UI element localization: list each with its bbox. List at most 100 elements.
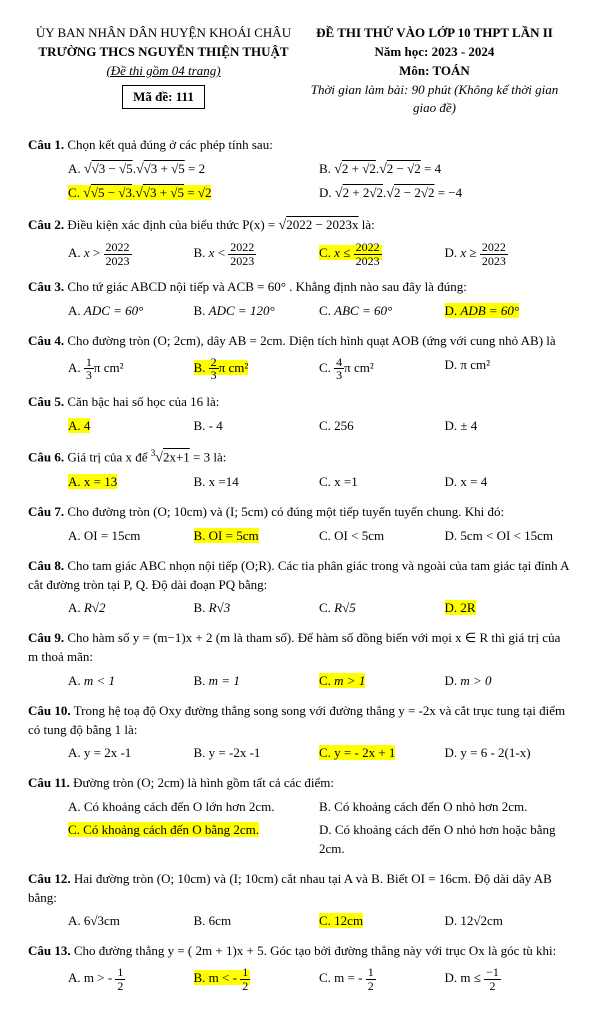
- q5: Câu 5. Căn bậc hai số học của 16 là:: [28, 393, 570, 412]
- q13-a: A. m > - 12: [68, 965, 194, 993]
- q10-a: A. y = 2x -1: [68, 743, 194, 764]
- q7: Câu 7. Cho đường tròn (O; 10cm) và (I; 5…: [28, 503, 570, 522]
- q8-c: C. R√5: [319, 598, 445, 619]
- q3-stem: Cho tứ giác ABCD nội tiếp và ACB = 60° .…: [67, 279, 466, 294]
- q6-d: D. x = 4: [445, 472, 571, 493]
- code-label: Mã đề:: [133, 89, 172, 104]
- q9-d: D. m > 0: [445, 671, 571, 692]
- header: ỦY BAN NHÂN DÂN HUYỆN KHOÁI CHÂU TRƯỜNG …: [28, 24, 570, 118]
- q9-options: A. m < 1 B. m = 1 C. m > 1 D. m > 0: [68, 671, 570, 692]
- q2-c: C. x ≤ 20222023: [319, 240, 445, 268]
- q9-stem: Cho hàm số y = (m−1)x + 2 (m là tham số)…: [28, 630, 560, 664]
- q2-a: A. x > 20222023: [68, 240, 194, 268]
- q5-stem: Căn bậc hai số học của 16 là:: [67, 394, 219, 409]
- q12-c: C. 12cm: [319, 911, 445, 932]
- q9-c: C. m > 1: [319, 671, 445, 692]
- q4: Câu 4. Cho đường tròn (O; 2cm), dây AB =…: [28, 332, 570, 351]
- q3-d: D. ADB = 60°: [445, 301, 571, 322]
- q1-c: C. √√5 − √3.√√3 + √5 = √2: [68, 183, 319, 205]
- org-line-2: TRƯỜNG THCS NGUYỄN THIỆN THUẬT: [28, 43, 299, 62]
- q7-a: A. OI = 15cm: [68, 526, 194, 547]
- q3-c: C. ABC = 60°: [319, 301, 445, 322]
- q2-stem-b: là:: [359, 217, 375, 232]
- q5-b: B. - 4: [194, 416, 320, 437]
- q12-d: D. 12√2cm: [445, 911, 571, 932]
- q11-c: C. Có khoảng cách đến O bằng 2cm.: [68, 820, 319, 860]
- q1-a: A. √√3 − √5.√√3 + √5 = 2: [68, 159, 319, 181]
- q4-options: A. 13π cm² B. 23π cm² C. 43π cm² D. π cm…: [68, 355, 570, 383]
- q13-b: B. m < - 12: [194, 965, 320, 993]
- q8-d: D. 2R: [445, 598, 571, 619]
- exam-code-box: Mã đề: 111: [122, 85, 205, 110]
- q2-options: A. x > 20222023 B. x < 20222023 C. x ≤ 2…: [68, 240, 570, 268]
- page-count: (Đề thi gồm 04 trang): [28, 62, 299, 81]
- q1-options-row2: C. √√5 − √3.√√3 + √5 = √2 D. √2 + 2√2.√2…: [68, 183, 570, 205]
- q6-a: A. x = 13: [68, 472, 194, 493]
- q3-options: A. ADC = 60° B. ADC = 120° C. ABC = 60° …: [68, 301, 570, 322]
- q12-b: B. 6cm: [194, 911, 320, 932]
- q11-d: D. Có khoảng cách đến O nhỏ hơn hoặc bằn…: [319, 820, 570, 860]
- q13-d: D. m ≤ −12: [445, 965, 571, 993]
- q13: Câu 13. Cho đường thẳng y = ( 2m + 1)x +…: [28, 942, 570, 961]
- q11-stem: Đường tròn (O; 2cm) là hình gồm tất cả c…: [73, 775, 334, 790]
- q2-d: D. x ≥ 20222023: [445, 240, 571, 268]
- q-label: Câu 1.: [28, 137, 64, 152]
- q4-c: C. 43π cm²: [319, 355, 445, 383]
- q13-c: C. m = - 12: [319, 965, 445, 993]
- q6-stem-b: = 3 là:: [190, 449, 227, 464]
- q7-c: C. OI < 5cm: [319, 526, 445, 547]
- q8-stem: Cho tam giác ABC nhọn nội tiếp (O;R). Cá…: [28, 558, 569, 592]
- q12: Câu 12. Hai đường tròn (O; 10cm) và (I; …: [28, 870, 570, 908]
- org-line-1: ỦY BAN NHÂN DÂN HUYỆN KHOÁI CHÂU: [28, 24, 299, 43]
- q11-b: B. Có khoảng cách đến O nhỏ hơn 2cm.: [319, 797, 570, 818]
- q9-a: A. m < 1: [68, 671, 194, 692]
- q7-stem: Cho đường tròn (O; 10cm) và (I; 5cm) có …: [67, 504, 504, 519]
- q6: Câu 6. Giá trị của x để 3√2x+1 = 3 là:: [28, 447, 570, 469]
- q7-options: A. OI = 15cm B. OI = 5cm C. OI < 5cm D. …: [68, 526, 570, 547]
- q11-options-row2: C. Có khoảng cách đến O bằng 2cm. D. Có …: [68, 820, 570, 860]
- q6-options: A. x = 13 B. x =14 C. x =1 D. x = 4: [68, 472, 570, 493]
- q8-b: B. R√3: [194, 598, 320, 619]
- q12-a: A. 6√3cm: [68, 911, 194, 932]
- duration: Thời gian làm bài: 90 phút (Không kể thờ…: [299, 81, 570, 119]
- q11-options-row1: A. Có khoảng cách đến O lớn hơn 2cm. B. …: [68, 797, 570, 818]
- q1-b: B. √2 + √2.√2 − √2 = 4: [319, 159, 570, 181]
- q7-d: D. 5cm < OI < 15cm: [445, 526, 571, 547]
- q1-d: D. √2 + 2√2.√2 − 2√2 = −4: [319, 183, 570, 205]
- q9: Câu 9. Cho hàm số y = (m−1)x + 2 (m là t…: [28, 629, 570, 667]
- q5-a: A. 4: [68, 416, 194, 437]
- school-year: Năm học: 2023 - 2024: [299, 43, 570, 62]
- q5-d: D. ± 4: [445, 416, 571, 437]
- q10-options: A. y = 2x -1 B. y = -2x -1 C. y = - 2x +…: [68, 743, 570, 764]
- q11: Câu 11. Đường tròn (O; 2cm) là hình gồm …: [28, 774, 570, 793]
- q1-options-row1: A. √√3 − √5.√√3 + √5 = 2 B. √2 + √2.√2 −…: [68, 159, 570, 181]
- q1: Câu 1. Chọn kết quả đúng ở các phép tính…: [28, 136, 570, 155]
- header-right: ĐỀ THI THỬ VÀO LỚP 10 THPT LẦN II Năm họ…: [299, 24, 570, 118]
- q3-b: B. ADC = 120°: [194, 301, 320, 322]
- q10-b: B. y = -2x -1: [194, 743, 320, 764]
- q10: Câu 10. Trong hệ toạ độ Oxy đường thẳng …: [28, 702, 570, 740]
- q11-a: A. Có khoảng cách đến O lớn hơn 2cm.: [68, 797, 319, 818]
- q10-d: D. y = 6 - 2(1-x): [445, 743, 571, 764]
- code-value: 111: [176, 89, 194, 104]
- q10-c: C. y = - 2x + 1: [319, 743, 445, 764]
- q2-stem-a: Điều kiện xác định của biểu thức P(x) =: [67, 217, 278, 232]
- q12-options: A. 6√3cm B. 6cm C. 12cm D. 12√2cm: [68, 911, 570, 932]
- q8: Câu 8. Cho tam giác ABC nhọn nội tiếp (O…: [28, 557, 570, 595]
- q5-c: C. 256: [319, 416, 445, 437]
- q4-a: A. 13π cm²: [68, 355, 194, 383]
- q4-b: B. 23π cm²: [194, 355, 320, 383]
- q8-options: A. R√2 B. R√3 C. R√5 D. 2R: [68, 598, 570, 619]
- q2-b: B. x < 20222023: [194, 240, 320, 268]
- q12-stem: Hai đường tròn (O; 10cm) và (I; 10cm) cắ…: [28, 871, 552, 905]
- q6-b: B. x =14: [194, 472, 320, 493]
- q9-b: B. m = 1: [194, 671, 320, 692]
- q7-b: B. OI = 5cm: [194, 526, 320, 547]
- q8-a: A. R√2: [68, 598, 194, 619]
- q13-stem: Cho đường thẳng y = ( 2m + 1)x + 5. Góc …: [74, 943, 556, 958]
- q10-stem: Trong hệ toạ độ Oxy đường thẳng song son…: [28, 703, 565, 737]
- q3-a: A. ADC = 60°: [68, 301, 194, 322]
- q2: Câu 2. Điều kiện xác định của biểu thức …: [28, 216, 570, 236]
- q1-stem: Chọn kết quả đúng ở các phép tính sau:: [67, 137, 272, 152]
- q6-stem-a: Giá trị của x để: [67, 449, 150, 464]
